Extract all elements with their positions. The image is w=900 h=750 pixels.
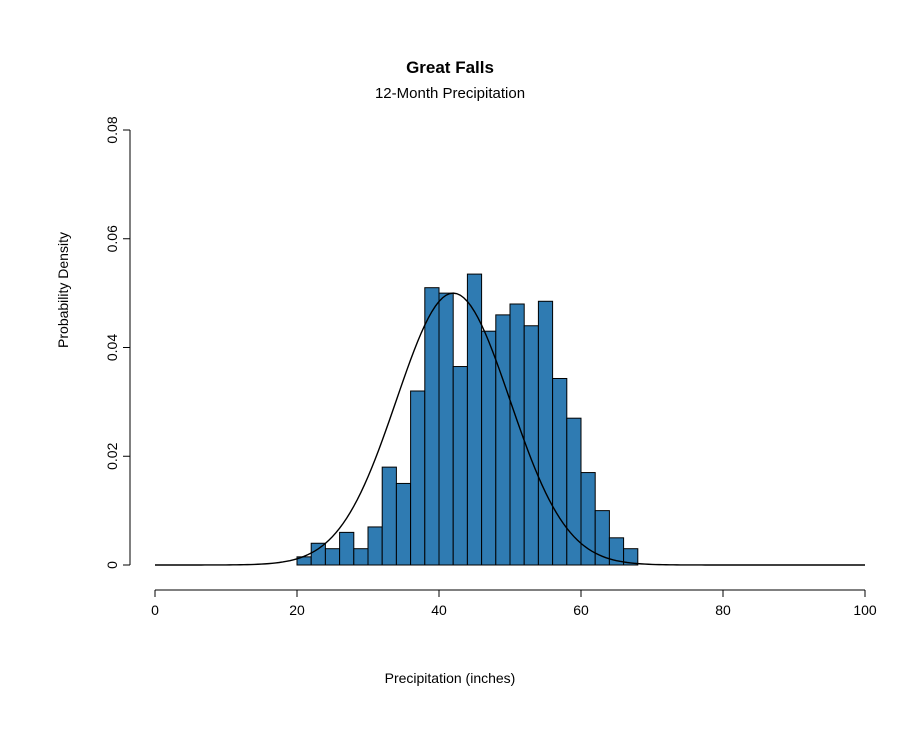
chart-title: Great Falls <box>0 58 900 78</box>
histogram-bar <box>325 549 339 565</box>
histogram-bar <box>311 543 325 565</box>
y-tick-label: 0 <box>104 561 120 569</box>
x-tick-label: 100 <box>853 602 877 618</box>
y-tick-label: 0.08 <box>104 116 120 143</box>
histogram-bar <box>538 301 552 565</box>
y-axis-label: Probability Density <box>55 140 71 440</box>
histogram-bar <box>553 378 567 565</box>
y-tick-label: 0.06 <box>104 225 120 252</box>
histogram-bar <box>382 467 396 565</box>
histogram-bar <box>496 315 510 565</box>
histogram-bar <box>425 288 439 565</box>
y-tick-label: 0.04 <box>104 334 120 361</box>
x-tick-label: 60 <box>573 602 589 618</box>
histogram-bar <box>439 293 453 565</box>
histogram-bar <box>354 549 368 565</box>
y-tick-label: 0.02 <box>104 442 120 469</box>
histogram-bar <box>368 527 382 565</box>
histogram-bar <box>482 331 496 565</box>
histogram-bar <box>411 391 425 565</box>
histogram-bar <box>453 367 467 565</box>
histogram-bar <box>340 532 354 565</box>
x-tick-label: 20 <box>289 602 305 618</box>
x-tick-label: 0 <box>151 602 159 618</box>
x-tick-label: 40 <box>431 602 447 618</box>
chart-container: Great Falls 12-Month Precipitation Proba… <box>0 0 900 750</box>
chart-svg: 0 20 40 60 80 100 0 0.02 0.04 0.06 0.08 <box>0 0 900 750</box>
x-axis-label: Precipitation (inches) <box>0 670 900 686</box>
histogram-bar <box>467 274 481 565</box>
chart-subtitle: 12-Month Precipitation <box>0 85 900 102</box>
histogram-bar <box>567 418 581 565</box>
x-tick-label: 80 <box>715 602 731 618</box>
histogram-bar <box>396 483 410 565</box>
